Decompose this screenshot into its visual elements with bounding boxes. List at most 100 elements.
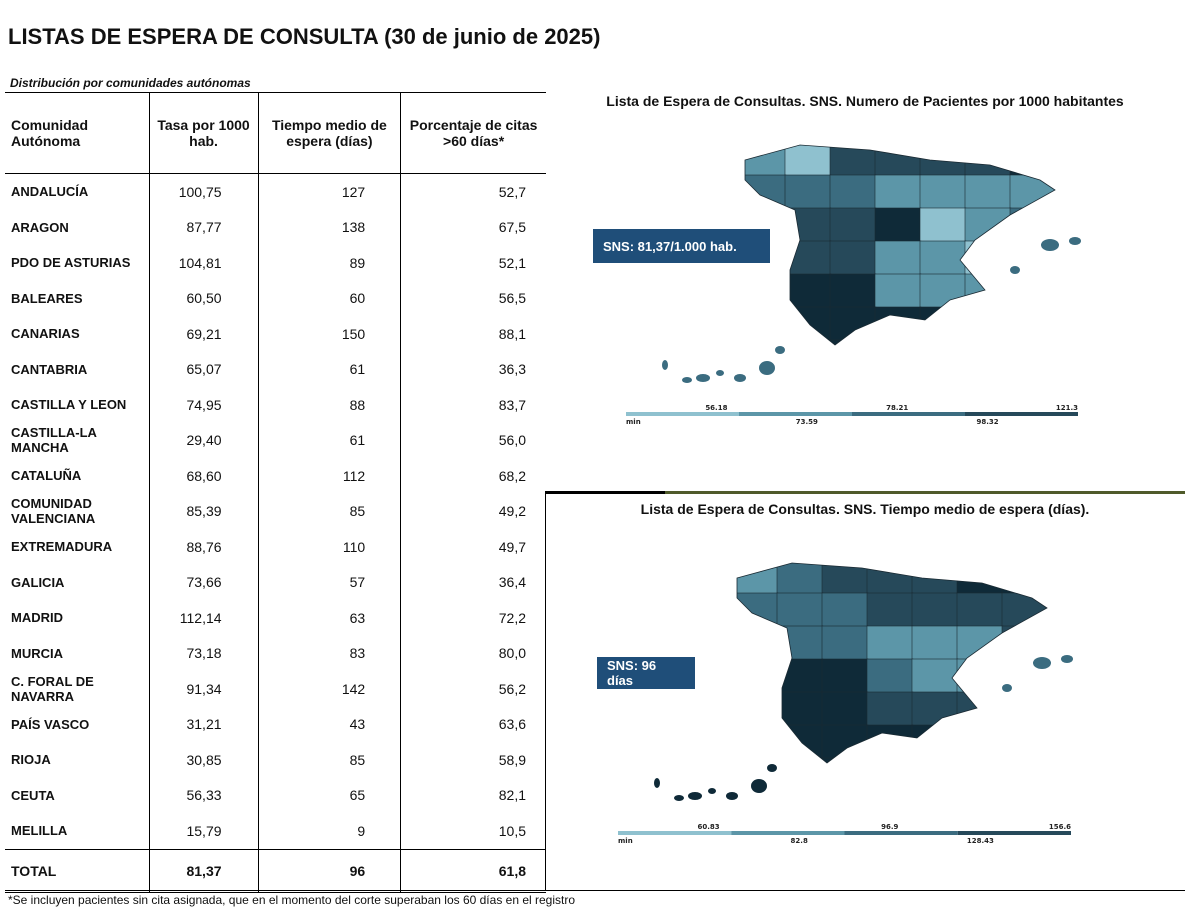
table-cell: EXTREMADURA [11, 539, 113, 555]
region-cell [874, 339, 922, 345]
table-cell: 49,7 [400, 529, 546, 565]
canarias-island [654, 778, 660, 788]
legend-tick: 156.6 [1049, 823, 1071, 831]
table-cell: 15,79 [148, 813, 259, 849]
table-cell: MURCIA [11, 645, 63, 661]
region-cell [866, 757, 914, 763]
canarias-island [682, 377, 692, 383]
region-cell [745, 306, 787, 342]
total-cell: TOTAL [5, 848, 150, 893]
table-cell: 73,18 [148, 635, 259, 671]
table-cell: 36,3 [400, 351, 546, 387]
table-cell: 104,81 [148, 245, 259, 281]
table-cell: 88 [257, 387, 401, 423]
region-cell [1092, 692, 1138, 726]
region-cell [1100, 274, 1146, 308]
region-cell [1100, 175, 1146, 209]
region-cell [821, 658, 869, 694]
baleares-island [1061, 655, 1073, 663]
table-row: CANARIAS 69,21 150 88,1 [5, 316, 546, 352]
region-cell [784, 240, 832, 276]
table-row: RIOJA 30,85 85 58,9 [5, 742, 546, 778]
region-cell [784, 145, 832, 177]
region-cell [919, 306, 967, 342]
region-cell [964, 306, 1012, 342]
region-cell [964, 174, 1012, 210]
peninsula-outline [744, 144, 1056, 346]
region-cell [821, 592, 869, 628]
map-divider [545, 491, 1185, 494]
region-cell [737, 691, 779, 727]
region-cell [829, 174, 877, 210]
table-cell: 52,1 [400, 245, 546, 281]
region-cell [956, 658, 1004, 694]
table-cell: 83 [257, 635, 401, 671]
table-cell: 56,0 [400, 422, 546, 458]
region-cell [911, 563, 959, 595]
region-cell [1046, 563, 1047, 595]
region-cell [1100, 142, 1146, 176]
canarias-island [726, 792, 738, 800]
region-cell [956, 592, 1004, 628]
region-cell [1145, 142, 1185, 176]
region-cell [1054, 145, 1055, 177]
region-cell [956, 724, 1004, 760]
canarias-island [767, 764, 777, 772]
region-cell [1092, 725, 1138, 759]
table-cell: 110 [257, 529, 401, 565]
legend-tick: min [618, 837, 633, 845]
region-cell [866, 658, 914, 694]
table-cell: 85,39 [148, 493, 259, 529]
region-cell [776, 563, 824, 595]
region-cell [784, 207, 832, 243]
table-cell: 36,4 [400, 564, 546, 600]
table-cell: 127 [257, 173, 401, 210]
region-cell [1092, 593, 1138, 627]
map2-title: Lista de Espera de Consultas. SNS. Tiemp… [640, 501, 1090, 517]
region-cell [1100, 241, 1146, 275]
table-cell: 61 [257, 422, 401, 458]
region-cell [911, 592, 959, 628]
region-cell [1001, 757, 1047, 763]
region-cell [737, 592, 779, 628]
region-cell [829, 240, 877, 276]
region-cell [1137, 758, 1183, 792]
canarias-island [696, 374, 710, 382]
region-cell [1137, 626, 1183, 660]
region-cell [1054, 339, 1055, 345]
page-title: LISTAS DE ESPERA DE CONSULTA (30 de juni… [8, 24, 601, 49]
region-cell [745, 207, 787, 243]
table-row: GALICIA 73,66 57 36,4 [5, 564, 546, 600]
region-cell [1092, 560, 1138, 594]
table-cell: 85 [257, 493, 401, 529]
legend-swatch [957, 831, 1071, 835]
region-cell [919, 145, 967, 177]
table-cell: 88,1 [400, 316, 546, 352]
region-cell [1001, 691, 1047, 727]
region-cell [776, 691, 824, 727]
table-row: C. FORAL DE NAVARRA 91,34 142 56,2 [5, 671, 546, 707]
panel-border [545, 492, 546, 890]
table-cell: 68,60 [148, 458, 259, 494]
table-cell: 63,6 [400, 706, 546, 742]
maps-svg: 56.18 78.21 121.3 min 73.59 98.32 60.83 96.9 156… [618, 142, 1185, 845]
region-cell [1009, 174, 1055, 210]
map-1 [662, 142, 1185, 383]
region-cell [866, 592, 914, 628]
region-cell [1001, 625, 1047, 661]
region-cell [776, 757, 824, 763]
table-cell: 138 [257, 209, 401, 245]
legend-tick: 56.18 [705, 404, 727, 412]
region-cell [1001, 592, 1047, 628]
table-cell: ARAGON [11, 219, 69, 235]
table-cell: 56,2 [400, 671, 546, 707]
region-cell [964, 207, 1012, 243]
table-cell: CASTILLA Y LEON [11, 397, 127, 413]
region-cell [874, 207, 922, 243]
legend-tick: 128.43 [967, 837, 994, 845]
legend-2: 60.83 96.9 156.6 min 82.8 128.43 [618, 823, 1071, 845]
region-cell [911, 625, 959, 661]
total-cell: 81,37 [148, 848, 259, 893]
region-cell [784, 174, 832, 210]
table-cell: 31,21 [148, 706, 259, 742]
